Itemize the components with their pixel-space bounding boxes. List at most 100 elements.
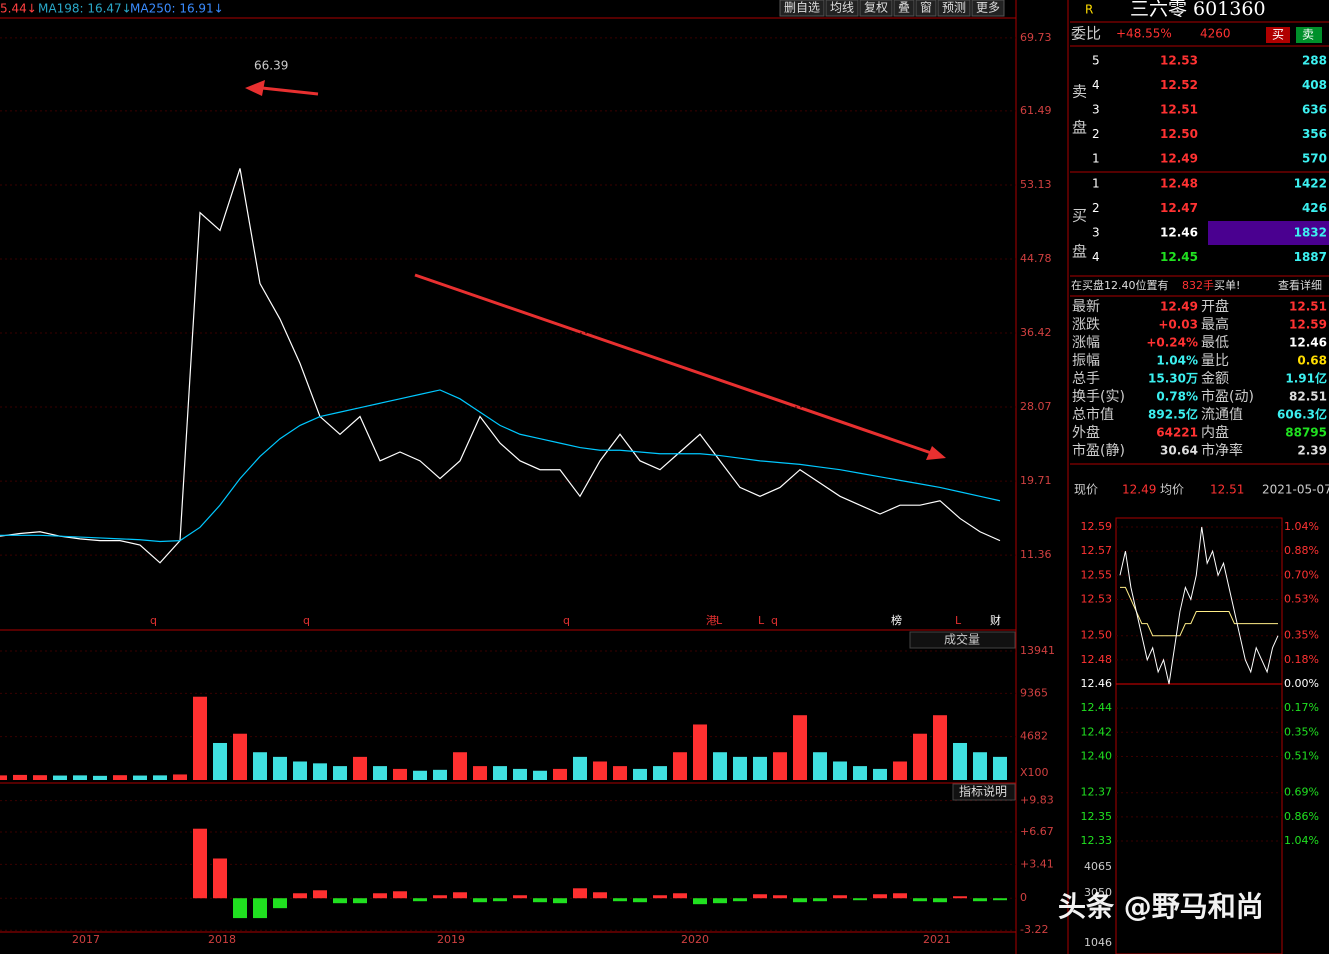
bar [53,775,67,780]
label: 均价 [1160,483,1184,497]
bar [173,774,187,780]
stat-label: 换手(实) [1072,388,1125,405]
bar [0,775,7,780]
toolbar-button[interactable] [937,0,971,17]
y-tick-label: 9365 [1020,686,1048,699]
bar [573,756,587,780]
bar [253,898,267,919]
bar [373,893,387,899]
price-line [0,389,1001,543]
selector-label[interactable]: 成交量 [944,632,980,647]
event-marker: L [716,614,723,627]
bar [333,898,347,904]
bar [293,893,307,899]
toolbar-button[interactable] [915,0,937,17]
bar [833,895,847,899]
stat-label: 内盘 [1201,424,1229,441]
toolbar-label[interactable]: 更多 [976,1,1000,15]
x-tick-label: 2018 [208,933,236,946]
event-marker: L [955,614,962,627]
y-tick-label: 12.50 [1081,629,1113,642]
toolbar-button[interactable] [971,0,1005,17]
avg-line [1120,586,1278,637]
y-tick-label: 36.42 [1020,326,1052,339]
bar [193,828,207,899]
level: 3 [1092,103,1100,117]
bar [853,898,867,901]
stat-value: 12.51 [1289,300,1327,314]
price: 12.53 [1160,54,1198,68]
stat-label: 外盘 [1072,424,1100,441]
volume: 426 [1302,201,1327,215]
y-tick-label: +3.41 [1020,857,1054,870]
volume-tick-label: 4065 [1084,860,1112,873]
bar [913,733,927,780]
price-line [0,168,1001,564]
stat-value: 12.46 [1289,336,1327,350]
bar [773,895,787,899]
y-tick-label: 53.13 [1020,178,1052,191]
y-tick-label: 12.33 [1081,834,1113,847]
bar [813,752,827,780]
bar [893,761,907,780]
toolbar-label[interactable]: 删自选 [784,1,820,15]
toolbar-button[interactable] [893,0,915,17]
indicator-selector[interactable] [909,631,1016,649]
stat-value: 0.68 [1297,354,1327,368]
x-tick-label: 2020 [681,933,709,946]
level: 5 [1092,54,1100,68]
x-tick-label: 2017 [72,933,100,946]
stat-value: 892.5亿 [1148,407,1198,422]
bar [13,774,27,780]
note[interactable]: 查看详细 [1278,278,1322,292]
stat-label: 最高 [1201,316,1229,333]
pct-tick-label: 0.86% [1284,810,1319,823]
help-button[interactable] [952,783,1016,801]
bar [973,752,987,780]
stat-label: 市盈(静) [1072,442,1125,459]
buy-button[interactable] [1266,27,1290,43]
toolbar-label[interactable]: 预测 [942,1,966,15]
sell-button[interactable] [1296,27,1322,43]
stat-label: 总市值 [1072,406,1114,423]
bar [493,898,507,902]
event-marker: q [771,614,778,627]
help-label[interactable]: 指标说明 [959,784,1007,799]
stat-label: 量比 [1201,353,1229,369]
bar [873,894,887,899]
level: 2 [1092,127,1100,141]
bar [253,752,267,780]
highlight [1208,221,1329,245]
bar [393,768,407,780]
y-tick-label: 12.57 [1081,544,1113,557]
bar [393,891,407,899]
toolbar-label[interactable]: 均线 [830,1,854,15]
toolbar-button[interactable] [859,0,893,17]
stat-label: 总手 [1072,371,1100,387]
toolbar-button[interactable] [779,0,825,17]
buy-label[interactable]: 买 [1272,28,1284,42]
y-tick-label: 12.48 [1081,653,1113,666]
sell-label[interactable]: 卖 [1302,28,1314,42]
y-tick-label: 12.37 [1081,786,1113,799]
stat-value: +0.24% [1146,336,1198,350]
y-tick-label: 61.49 [1020,104,1052,117]
y-tick-label: 69.73 [1020,31,1052,44]
bar [713,898,727,904]
stat-value: 1.91亿 [1285,371,1327,386]
ma-label: 5.44↓ [0,2,37,16]
toolbar-button[interactable] [825,0,859,17]
bar [233,898,247,919]
pct-tick-label: 0.35% [1284,629,1319,642]
toolbar-label[interactable]: 叠 [898,1,910,15]
toolbar-label[interactable]: 复权 [864,1,888,15]
bar [893,893,907,899]
price: 12.52 [1160,78,1198,92]
price: 12.50 [1160,127,1198,141]
bar [373,766,387,780]
toolbar-label[interactable]: 窗 [920,1,932,15]
note: 832手 [1182,278,1214,292]
bar [753,894,767,899]
stat-label: 流通值 [1201,407,1243,423]
